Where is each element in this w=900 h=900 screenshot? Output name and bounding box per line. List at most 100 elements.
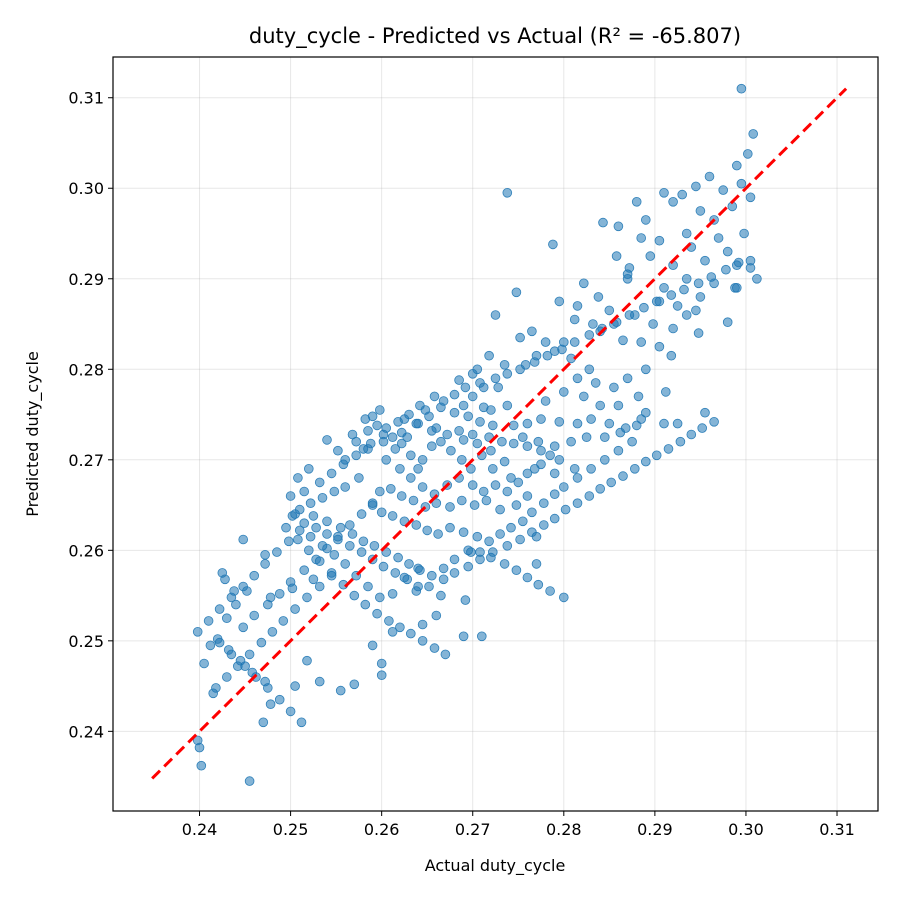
scatter-point [387, 511, 398, 521]
scatter-point [599, 432, 610, 443]
scatter-point [314, 676, 325, 687]
scatter-point [244, 776, 255, 786]
scatter-point [618, 335, 628, 346]
scatter-point [640, 407, 651, 418]
scatter-point [395, 622, 405, 633]
scatter-point [467, 391, 478, 402]
scatter-point [499, 359, 510, 370]
scatter-point [633, 391, 644, 402]
scatter-point [549, 489, 560, 500]
scatter-point [378, 561, 389, 572]
scatter-point [604, 305, 615, 316]
scatter-point [387, 432, 398, 443]
scatter-point [244, 649, 255, 660]
scatter-point [322, 516, 332, 527]
scatter-point [404, 559, 414, 569]
scatter-point [458, 631, 469, 642]
scatter-point [233, 661, 243, 671]
scatter-point [433, 529, 443, 539]
scatter-point [466, 463, 476, 474]
scatter-point [344, 520, 355, 530]
scatter-point [238, 622, 249, 633]
scatter-point [329, 549, 340, 560]
scatter-point [396, 427, 407, 438]
scatter-point [238, 534, 249, 545]
scatter-point [417, 482, 428, 492]
scatter-point [595, 483, 605, 494]
scatter-point [431, 498, 442, 509]
scatter-point [558, 387, 569, 397]
scatter-point [693, 278, 704, 289]
scatter-point [713, 233, 724, 243]
scatter-point [305, 531, 316, 542]
y-tick-label: 0.31 [68, 89, 104, 108]
scatter-point [538, 520, 549, 530]
y-tick-label: 0.24 [68, 722, 104, 741]
scatter-point [490, 480, 501, 490]
scatter-point [411, 586, 422, 596]
scatter-point [436, 590, 446, 601]
scatter-point [640, 364, 651, 375]
scatter-point [460, 382, 471, 393]
scatter-point [691, 181, 701, 192]
scatter-point [267, 626, 278, 637]
scatter-point [322, 435, 332, 445]
scatter-point [333, 531, 343, 542]
scatter-point [581, 432, 592, 443]
scatter-point [536, 459, 546, 470]
y-tick-label: 0.28 [68, 360, 104, 379]
scatter-point [194, 742, 205, 753]
scatter-point [429, 391, 440, 402]
scatter-point [721, 264, 731, 275]
scatter-point [265, 699, 276, 709]
scatter-point [338, 459, 349, 470]
scatter-point [536, 414, 546, 424]
scatter-point [502, 400, 513, 411]
scatter-point [463, 411, 474, 422]
scatter-point [736, 178, 747, 189]
scatter-point [415, 400, 425, 411]
scatter-point [675, 436, 686, 447]
scatter-point [351, 450, 362, 461]
scatter-point [484, 350, 494, 361]
scatter-point [487, 420, 498, 431]
scatter-point [487, 463, 498, 474]
scatter-point [329, 486, 340, 497]
scatter-point [538, 498, 549, 509]
scatter-point [545, 586, 555, 596]
scatter-point [376, 658, 387, 669]
scatter-point [584, 364, 595, 375]
scatter-point [560, 504, 571, 515]
scatter-point [411, 418, 422, 429]
y-tick-label: 0.27 [68, 451, 104, 470]
scatter-point [302, 655, 312, 666]
x-tick-label: 0.25 [273, 820, 309, 839]
grid-layer [113, 57, 878, 811]
scatter-point [445, 522, 455, 533]
scatter-point [569, 314, 580, 325]
scatter-point [360, 414, 371, 424]
scatter-point [731, 282, 742, 293]
scatter-point [513, 477, 524, 488]
scatter-point [305, 498, 316, 509]
scatter-point [557, 344, 567, 355]
scatter-point [640, 456, 651, 467]
scatter-point [569, 463, 580, 474]
scatter-point [590, 378, 601, 388]
scatter-point [624, 263, 635, 273]
scatter-point [588, 319, 598, 329]
scatter-point [536, 445, 546, 456]
scatter-point [456, 454, 467, 465]
scatter-point [424, 411, 434, 422]
scatter-point [475, 416, 485, 427]
scatter-point [663, 444, 674, 454]
scatter-point [222, 672, 232, 682]
scatter-point [317, 492, 328, 503]
scatter-point [390, 444, 401, 454]
scatter-point [484, 536, 494, 547]
scatter-point [256, 637, 267, 648]
scatter-point [374, 592, 385, 603]
scatter-point [417, 619, 428, 630]
scatter-point [449, 568, 460, 578]
scatter-point [506, 522, 516, 533]
